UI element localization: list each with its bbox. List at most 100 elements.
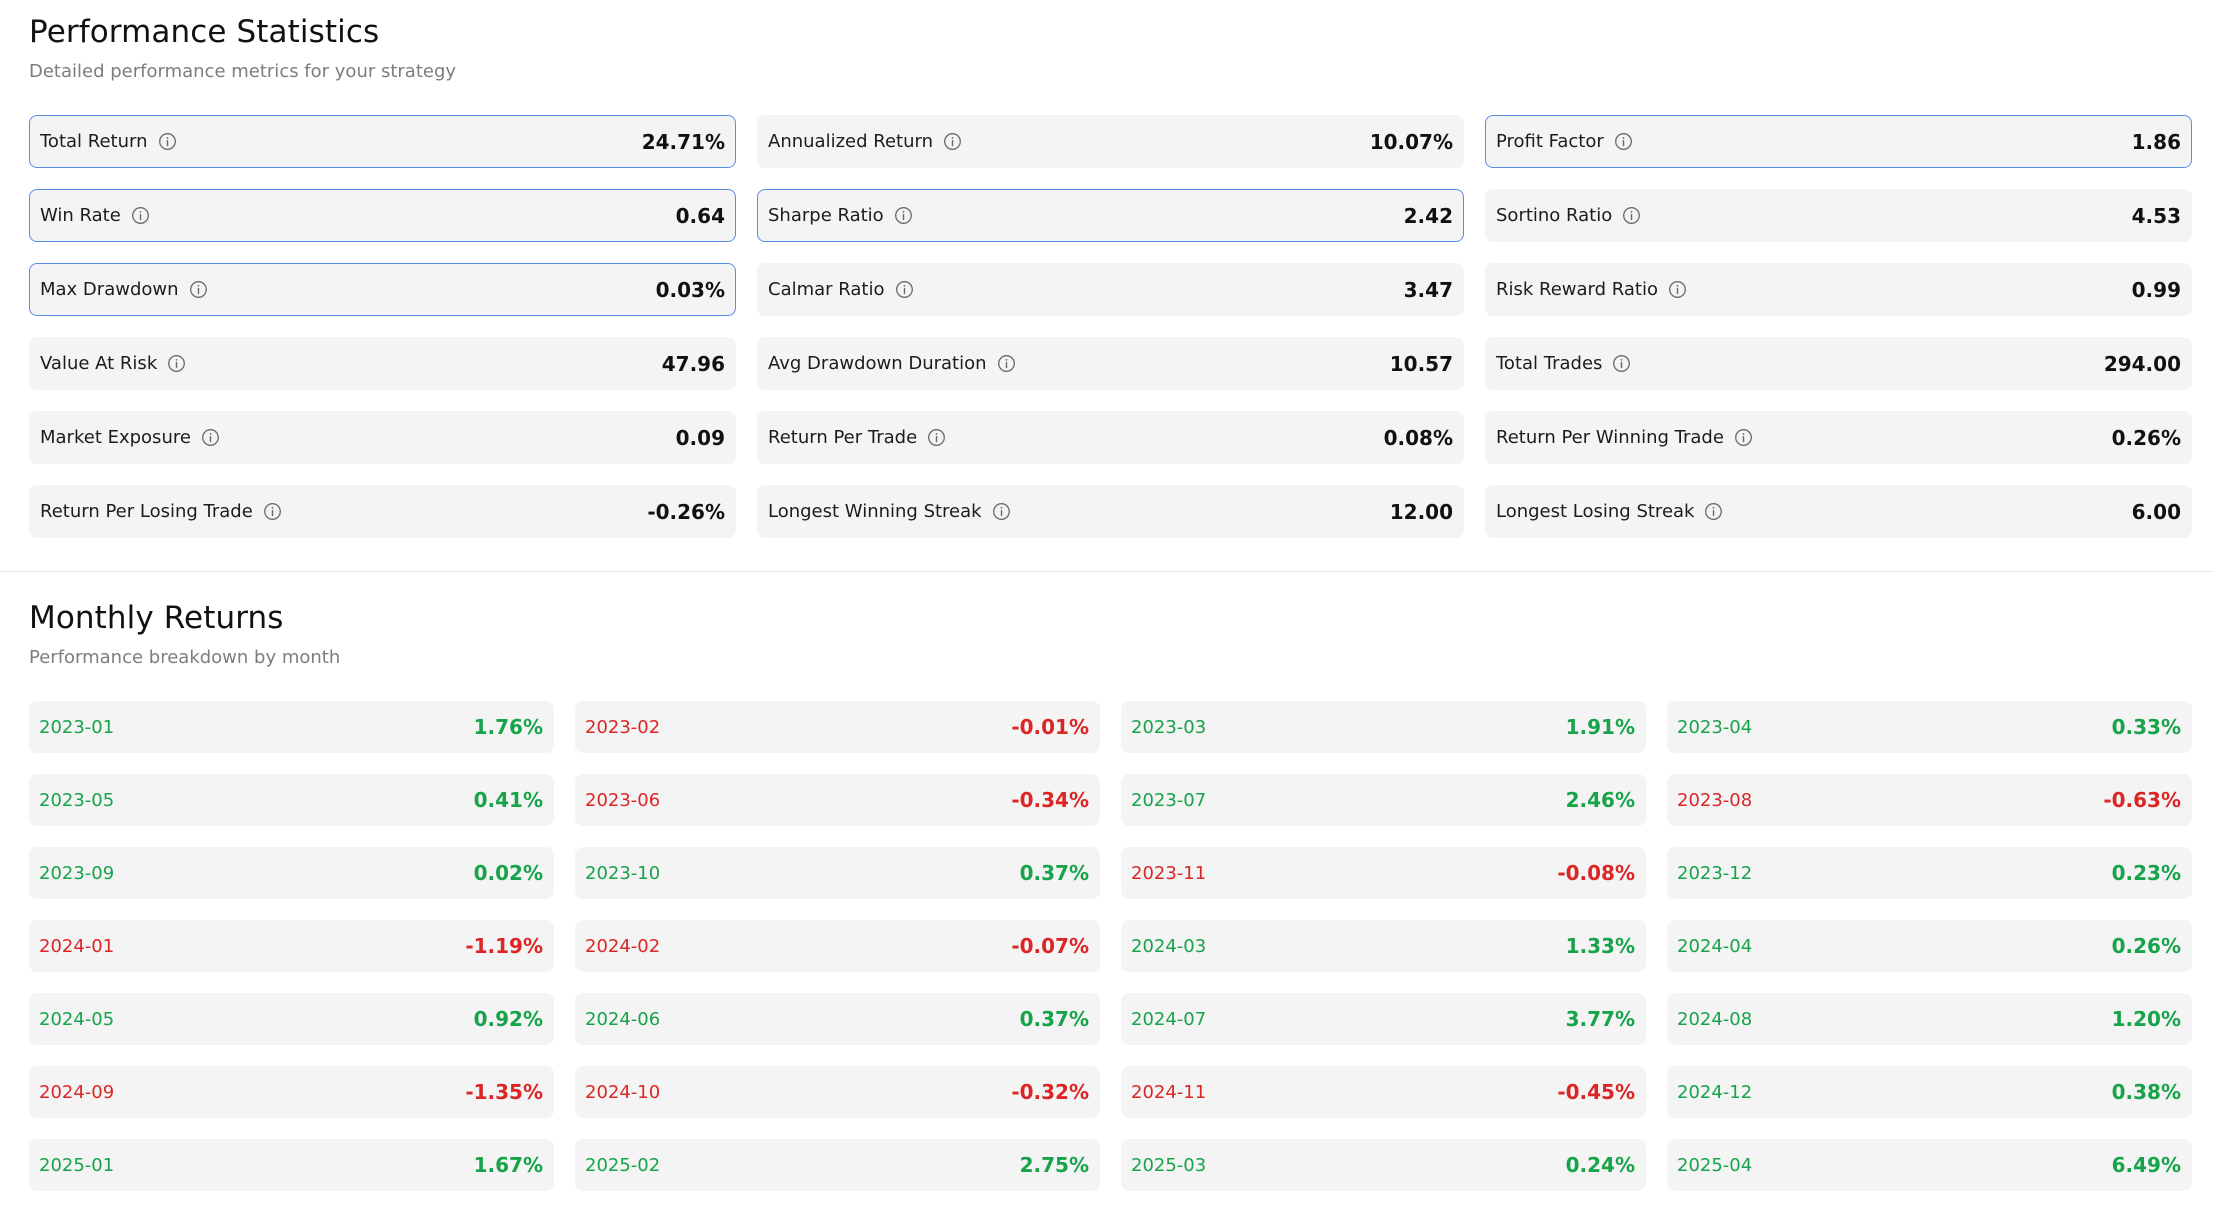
month-return-value: 0.24%: [1565, 1153, 1635, 1177]
stat-label: Avg Drawdown Duration: [768, 353, 987, 374]
info-icon[interactable]: [131, 206, 150, 225]
stat-value: 24.71%: [641, 129, 725, 154]
stat-label-group: Total Return: [40, 131, 177, 152]
info-icon[interactable]: [189, 280, 208, 299]
month-label: 2023-04: [1677, 716, 1753, 738]
month-card: 2024-07 3.77%: [1121, 993, 1646, 1045]
month-card: 2023-10 0.37%: [575, 847, 1100, 899]
month-label: 2023-11: [1131, 862, 1207, 884]
info-icon[interactable]: [997, 354, 1016, 373]
month-return-value: -0.07%: [1011, 934, 1089, 958]
stat-value: 2.42: [1403, 203, 1453, 228]
info-icon[interactable]: [1734, 428, 1753, 447]
info-icon[interactable]: [927, 428, 946, 447]
stat-label-group: Market Exposure: [40, 427, 220, 448]
month-return-value: -0.63%: [2103, 788, 2181, 812]
info-icon[interactable]: [1668, 280, 1687, 299]
month-card: 2023-03 1.91%: [1121, 701, 1646, 753]
info-icon[interactable]: [263, 502, 282, 521]
month-label: 2023-01: [39, 716, 115, 738]
month-return-value: 2.75%: [1019, 1153, 1089, 1177]
month-return-value: -0.34%: [1011, 788, 1089, 812]
info-icon[interactable]: [1612, 354, 1631, 373]
info-icon[interactable]: [943, 132, 962, 151]
month-card: 2024-05 0.92%: [29, 993, 554, 1045]
stat-label-group: Return Per Winning Trade: [1496, 427, 1753, 448]
info-icon[interactable]: [158, 132, 177, 151]
stat-value: 10.07%: [1369, 129, 1453, 154]
info-icon[interactable]: [1622, 206, 1641, 225]
performance-statistics-section: Performance Statistics Detailed performa…: [0, 0, 2213, 572]
info-icon[interactable]: [1614, 132, 1633, 151]
stat-card: Win Rate 0.64: [29, 189, 736, 242]
stat-label-group: Total Trades: [1496, 353, 1631, 374]
month-label: 2025-04: [1677, 1154, 1753, 1176]
stat-value: 0.64: [675, 203, 725, 228]
month-label: 2024-05: [39, 1008, 115, 1030]
stat-label: Longest Winning Streak: [768, 501, 982, 522]
stat-label: Win Rate: [40, 205, 121, 226]
stat-card: Risk Reward Ratio 0.99: [1485, 263, 2192, 316]
stat-label: Value At Risk: [40, 353, 158, 374]
stat-value: 4.53: [2131, 203, 2181, 228]
month-label: 2024-06: [585, 1008, 661, 1030]
stat-value: -0.26%: [647, 499, 725, 524]
info-icon[interactable]: [1704, 502, 1723, 521]
stat-card: Sharpe Ratio 2.42: [757, 189, 1464, 242]
month-return-value: 1.91%: [1565, 715, 1635, 739]
month-return-value: 0.38%: [2111, 1080, 2181, 1104]
stat-card: Total Return 24.71%: [29, 115, 736, 168]
month-return-value: 1.33%: [1565, 934, 1635, 958]
stat-label-group: Sortino Ratio: [1496, 205, 1641, 226]
month-return-value: -0.08%: [1557, 861, 1635, 885]
month-return-value: 0.37%: [1019, 861, 1089, 885]
month-return-value: 3.77%: [1565, 1007, 1635, 1031]
month-label: 2023-12: [1677, 862, 1753, 884]
performance-title: Performance Statistics: [29, 14, 380, 50]
performance-subtitle: Detailed performance metrics for your st…: [29, 61, 457, 82]
info-icon[interactable]: [992, 502, 1011, 521]
month-card: 2023-11 -0.08%: [1121, 847, 1646, 899]
month-return-value: 0.92%: [473, 1007, 543, 1031]
month-card: 2025-04 6.49%: [1667, 1139, 2192, 1191]
month-label: 2024-08: [1677, 1008, 1753, 1030]
info-icon[interactable]: [201, 428, 220, 447]
month-card: 2023-01 1.76%: [29, 701, 554, 753]
stat-card: Longest Winning Streak 12.00: [757, 485, 1464, 538]
stat-label: Calmar Ratio: [768, 279, 885, 300]
stat-label-group: Profit Factor: [1496, 131, 1633, 152]
info-icon[interactable]: [895, 280, 914, 299]
info-icon[interactable]: [894, 206, 913, 225]
stat-label-group: Longest Losing Streak: [1496, 501, 1723, 522]
month-return-value: 0.02%: [473, 861, 543, 885]
month-label: 2023-02: [585, 716, 661, 738]
stat-value: 0.08%: [1383, 425, 1453, 450]
month-return-value: -0.01%: [1011, 715, 1089, 739]
stat-value: 1.86: [2131, 129, 2181, 154]
stat-label-group: Max Drawdown: [40, 279, 208, 300]
month-label: 2024-01: [39, 935, 115, 957]
month-card: 2025-02 2.75%: [575, 1139, 1100, 1191]
stat-label: Return Per Losing Trade: [40, 501, 253, 522]
stat-value: 6.00: [2131, 499, 2181, 524]
month-return-value: -0.45%: [1557, 1080, 1635, 1104]
stat-label: Sharpe Ratio: [768, 205, 884, 226]
stat-value: 0.99: [2131, 277, 2181, 302]
month-card: 2024-03 1.33%: [1121, 920, 1646, 972]
month-card: 2024-04 0.26%: [1667, 920, 2192, 972]
month-label: 2023-06: [585, 789, 661, 811]
month-label: 2024-02: [585, 935, 661, 957]
month-return-value: 0.23%: [2111, 861, 2181, 885]
stat-value: 47.96: [661, 351, 725, 376]
month-card: 2024-02 -0.07%: [575, 920, 1100, 972]
month-card: 2023-05 0.41%: [29, 774, 554, 826]
stat-card: Return Per Trade 0.08%: [757, 411, 1464, 464]
stat-card: Return Per Losing Trade -0.26%: [29, 485, 736, 538]
month-card: 2025-03 0.24%: [1121, 1139, 1646, 1191]
month-label: 2025-03: [1131, 1154, 1207, 1176]
month-return-value: 0.41%: [473, 788, 543, 812]
month-label: 2023-05: [39, 789, 115, 811]
stat-card: Max Drawdown 0.03%: [29, 263, 736, 316]
stat-label: Max Drawdown: [40, 279, 179, 300]
info-icon[interactable]: [167, 354, 186, 373]
